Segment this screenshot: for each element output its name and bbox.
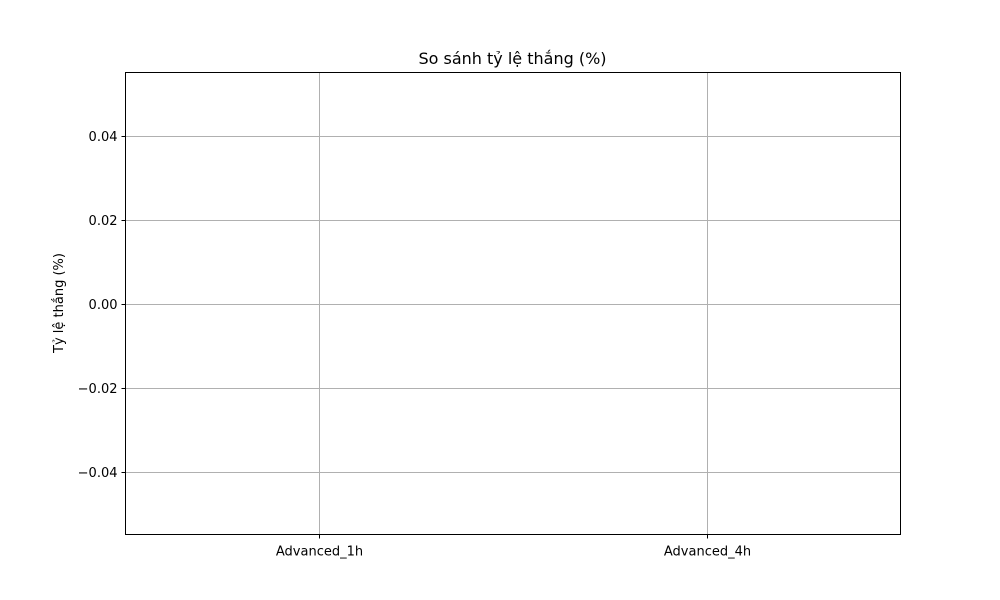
y-tick-label: −0.04 — [78, 466, 118, 481]
plot-frame — [125, 72, 901, 535]
ticks-layer: 0.04 0.02 0.00 −0.02 −0.04 Advanced_1h Advance… — [78, 130, 751, 560]
y-axis-label: Tỷ lệ thắng (%) — [52, 253, 67, 354]
y-tick-label: 0.02 — [89, 214, 118, 229]
chart-title: So sánh tỷ lệ thắng (%) — [418, 49, 606, 68]
grid-layer — [125, 72, 901, 535]
y-tick-label: 0.04 — [89, 130, 118, 145]
x-tick-label: Advanced_1h — [276, 545, 363, 560]
y-tick-label: −0.02 — [78, 382, 118, 397]
x-tick-label: Advanced_4h — [664, 545, 751, 560]
y-tick-label: 0.00 — [89, 298, 118, 313]
